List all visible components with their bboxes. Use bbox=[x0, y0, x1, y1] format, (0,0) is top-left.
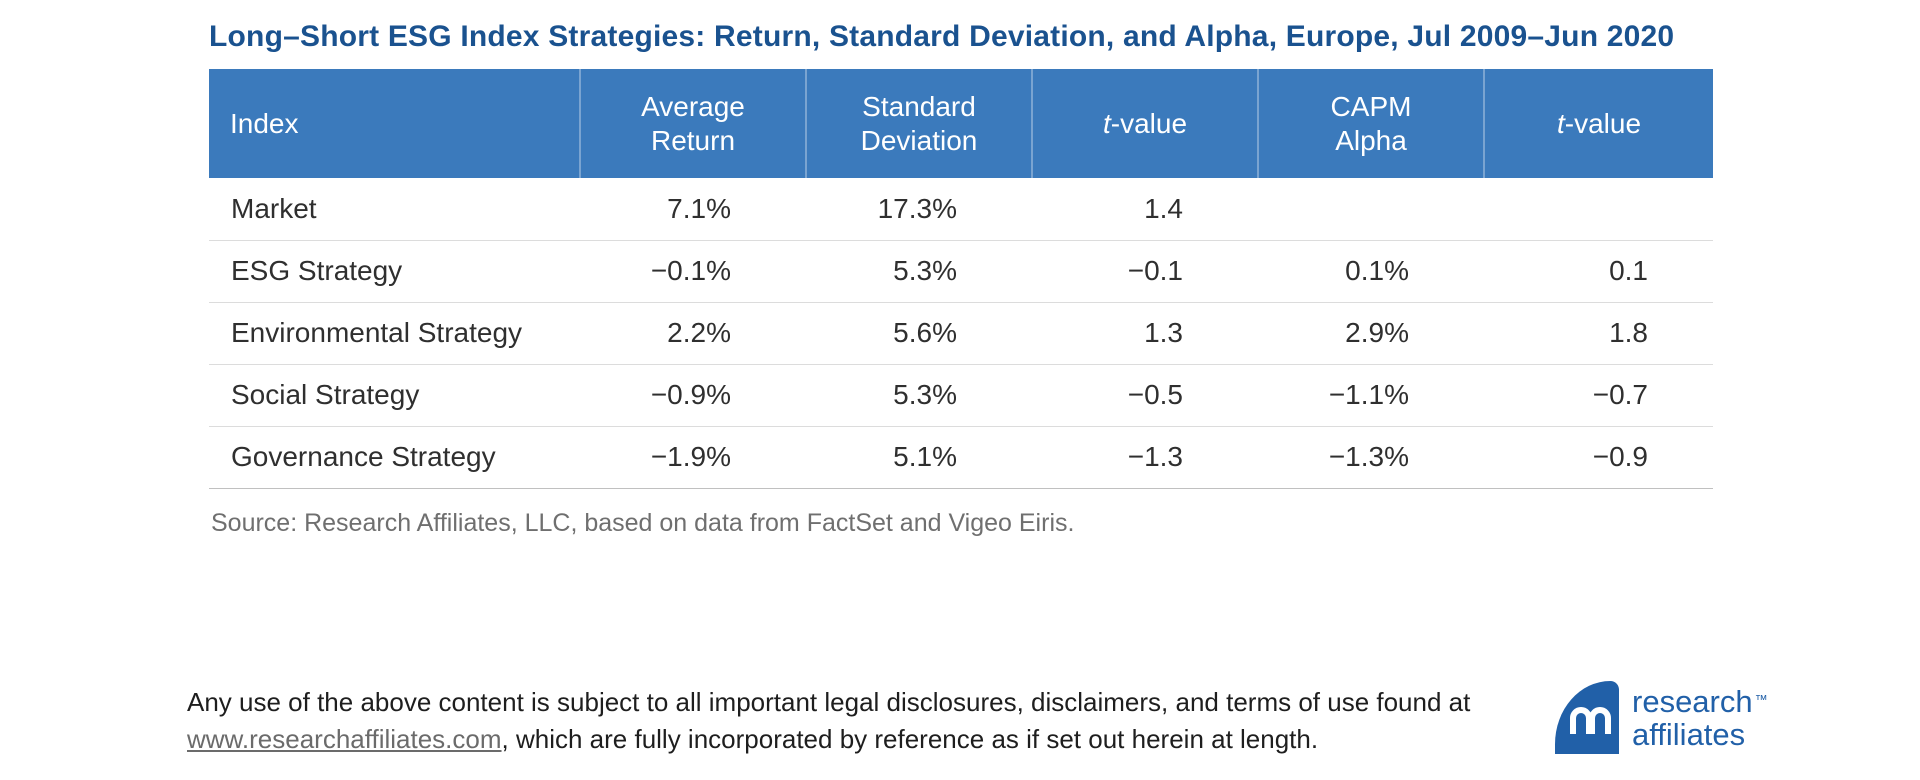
col-header-capm-alpha: CAPM Alpha bbox=[1257, 69, 1484, 178]
table-row-governance-strategy: Governance Strategy −1.9% 5.1% −1.3 −1.3… bbox=[209, 426, 1713, 488]
value-cell: −0.9% bbox=[650, 379, 731, 410]
value-cell: −0.7 bbox=[1592, 379, 1648, 410]
table-row-esg-strategy: ESG Strategy −0.1% 5.3% −0.1 0.1% 0.1 bbox=[209, 240, 1713, 302]
col-header-index: Index bbox=[209, 69, 580, 178]
row-label-cell: ESG Strategy bbox=[231, 255, 403, 286]
value-cell: −0.9 bbox=[1592, 441, 1648, 472]
logo-wordmark: research ™ affiliates bbox=[1632, 681, 1768, 751]
disclaimer-text-after-link: , which are fully incorporated by refere… bbox=[501, 724, 1319, 754]
source-note: Source: Research Affiliates, LLC, based … bbox=[211, 509, 1075, 537]
ra-monogram-arches bbox=[1570, 707, 1611, 734]
header-row: Index Average Return Standard Deviation … bbox=[209, 69, 1713, 178]
value-cell: −0.5 bbox=[1127, 379, 1183, 410]
value-cell: 5.6% bbox=[893, 317, 957, 348]
value-cell: 1.8 bbox=[1609, 317, 1648, 348]
value-cell: 2.2% bbox=[667, 317, 731, 348]
value-cell: 1.3 bbox=[1144, 317, 1183, 348]
research-affiliates-logo: research ™ affiliates bbox=[1555, 681, 1768, 754]
col-header-t-value-1: t-value bbox=[1031, 69, 1258, 178]
legal-disclaimer: Any use of the above content is subject … bbox=[187, 684, 1477, 758]
col-header-standard-deviation: Standard Deviation bbox=[805, 69, 1032, 178]
row-label-cell: Social Strategy bbox=[231, 379, 420, 410]
value-cell: 0.1% bbox=[1345, 255, 1409, 286]
col-header-t-value-2: t-value bbox=[1483, 69, 1713, 178]
value-cell: 17.3% bbox=[877, 192, 957, 224]
italic-t: t bbox=[1556, 107, 1565, 139]
value-cell bbox=[1258, 178, 1484, 240]
table-row-social-strategy: Social Strategy −0.9% 5.3% −0.5 −1.1% −0… bbox=[209, 364, 1713, 426]
value-cell: −1.9% bbox=[650, 441, 731, 472]
row-label-cell: Environmental Strategy bbox=[231, 317, 523, 348]
disclaimer-text-before-link: Any use of the above content is subject … bbox=[187, 687, 1471, 717]
table-header: Index Average Return Standard Deviation … bbox=[209, 69, 1713, 178]
researchaffiliates-link[interactable]: www.researchaffiliates.com bbox=[187, 724, 502, 754]
trademark-symbol: ™ bbox=[1754, 692, 1768, 707]
value-cell: −1.3% bbox=[1328, 441, 1409, 472]
logo-word-research: research bbox=[1632, 684, 1753, 719]
value-cell: −1.1% bbox=[1328, 379, 1409, 410]
value-cell: 7.1% bbox=[667, 192, 731, 224]
value-cell: 2.9% bbox=[1345, 317, 1409, 348]
table-body: Market 7.1% 17.3% 1.4 ESG Strategy −0.1%… bbox=[209, 178, 1713, 488]
ra-monogram-icon bbox=[1555, 681, 1619, 754]
col-header-average-return: Average Return bbox=[579, 69, 806, 178]
value-cell: −0.1 bbox=[1127, 255, 1183, 286]
figure-title: Long–Short ESG Index Strategies: Return,… bbox=[209, 20, 1675, 53]
value-cell: 5.3% bbox=[893, 379, 957, 410]
esg-strategies-table: Index Average Return Standard Deviation … bbox=[209, 69, 1713, 489]
value-cell bbox=[1484, 178, 1713, 240]
value-cell: −1.3 bbox=[1127, 441, 1183, 472]
value-cell: 5.3% bbox=[893, 255, 957, 286]
table-row-market: Market 7.1% 17.3% 1.4 bbox=[209, 178, 1713, 240]
logo-word-affiliates: affiliates bbox=[1632, 717, 1746, 752]
value-cell: −0.1% bbox=[650, 255, 731, 286]
value-cell: 0.1 bbox=[1609, 255, 1648, 286]
value-cell: 5.1% bbox=[893, 441, 957, 472]
value-cell: 1.4 bbox=[1144, 192, 1183, 224]
table-row-environmental-strategy: Environmental Strategy 2.2% 5.6% 1.3 2.9… bbox=[209, 302, 1713, 364]
row-label-cell: Governance Strategy bbox=[231, 441, 496, 472]
row-label-cell: Market bbox=[231, 192, 317, 224]
italic-t: t bbox=[1102, 107, 1111, 139]
